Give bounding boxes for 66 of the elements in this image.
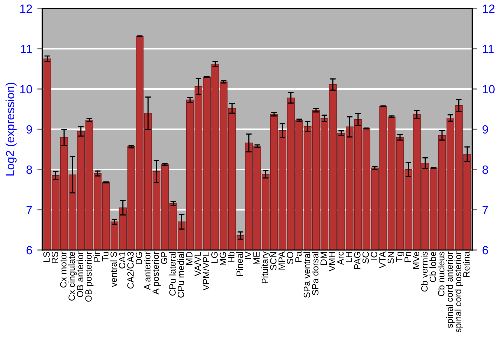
x-tick-label: spinal cord posterior bbox=[454, 252, 464, 333]
y-tick-label: 8 bbox=[26, 166, 32, 174]
x-tick-label: PAG bbox=[354, 252, 361, 270]
x-tick-label: Pir bbox=[94, 252, 100, 262]
x-tick-label: ME bbox=[254, 252, 260, 264]
y2-tick-label: 8 bbox=[482, 166, 488, 174]
x-tick-label: DG bbox=[136, 252, 142, 264]
x-tick-label: VPM/VPL bbox=[202, 252, 210, 291]
y-tick-label: 7 bbox=[26, 206, 32, 214]
x-tick-label: MD bbox=[186, 252, 193, 265]
x-tick-label: SPa ventral bbox=[304, 252, 310, 298]
x-tick-label: Pituitary bbox=[262, 252, 270, 284]
x-tick-label: GP bbox=[161, 252, 168, 264]
y-tick-label: 12 bbox=[20, 4, 32, 14]
x-tick-label: CPu medial bbox=[178, 252, 184, 298]
x-tick-label: Cb vermis bbox=[421, 252, 428, 292]
x-tick-label: LH bbox=[346, 252, 352, 262]
y2-tick-label: 6 bbox=[482, 246, 488, 255]
x-tick-label: Retina bbox=[463, 252, 470, 277]
x-tick-label: VTA bbox=[380, 252, 386, 268]
x-tick-label: SCN bbox=[270, 252, 277, 270]
x-tick-label: A anterior bbox=[144, 252, 151, 290]
x-tick-label: MPA bbox=[278, 252, 286, 270]
x-tick-label: VA/VL bbox=[194, 252, 202, 277]
x-tick-label: CPu lateral bbox=[169, 252, 176, 296]
x-tick-label: Cb nucleus bbox=[438, 252, 445, 296]
x-tick-label: Pineal bbox=[236, 252, 244, 276]
x-tick-label: MG bbox=[220, 252, 226, 266]
y-tick-label: 11 bbox=[21, 45, 32, 54]
x-tick-label: Pn bbox=[404, 252, 412, 262]
x-tick-label: LS bbox=[44, 252, 50, 262]
x-tick-label: SN bbox=[388, 252, 394, 264]
x-tick-label: A posterior bbox=[152, 252, 161, 295]
x-tick-label: Hb bbox=[228, 252, 235, 262]
x-tick-label: SPa dorsal bbox=[312, 252, 319, 296]
x-tick-label: VMH bbox=[329, 252, 336, 272]
x-tick-label: MVe bbox=[413, 252, 420, 269]
y2-tick-label: 7 bbox=[482, 206, 488, 214]
y2-tick-label: 11 bbox=[483, 45, 494, 54]
x-tick-label: OB posterior bbox=[85, 252, 94, 302]
x-tick-label: LG bbox=[212, 252, 218, 263]
x-tick-label: IV bbox=[245, 252, 252, 260]
x-tick-label: SO bbox=[287, 252, 294, 264]
y-tick-label: 10 bbox=[20, 85, 32, 94]
x-tick-label: CA1 bbox=[119, 252, 126, 269]
y-tick-label: 9 bbox=[26, 126, 32, 134]
y-tick-label: 6 bbox=[26, 246, 32, 255]
x-tick-label: Cx motor bbox=[60, 252, 67, 288]
y-axis-title: Log2 (expression) bbox=[6, 82, 17, 176]
x-tick-label: Tg bbox=[396, 252, 404, 262]
x-tick-label: CA2/CA3 bbox=[127, 252, 134, 289]
x-tick-label: OB anterior bbox=[76, 252, 84, 298]
x-tick-label: ventral S bbox=[110, 252, 118, 288]
x-tick-label: Tu bbox=[102, 252, 109, 262]
x-tick-label: Cb lobe bbox=[430, 252, 436, 282]
x-tick-label: Pa bbox=[296, 252, 302, 262]
x-tick-label: Cx cingulate bbox=[68, 252, 77, 301]
x-tick-label: DM bbox=[320, 252, 328, 265]
y2-tick-label: 9 bbox=[482, 126, 488, 134]
x-tick-label: SC bbox=[362, 252, 370, 264]
y2-tick-label: 12 bbox=[483, 4, 495, 14]
x-tick-label: spinal cord anterior bbox=[446, 252, 455, 328]
x-tick-label: RS bbox=[52, 252, 58, 264]
x-tick-label: Arc bbox=[338, 252, 344, 266]
y2-tick-label: 10 bbox=[483, 85, 495, 94]
x-tick-label: IC bbox=[371, 252, 378, 260]
